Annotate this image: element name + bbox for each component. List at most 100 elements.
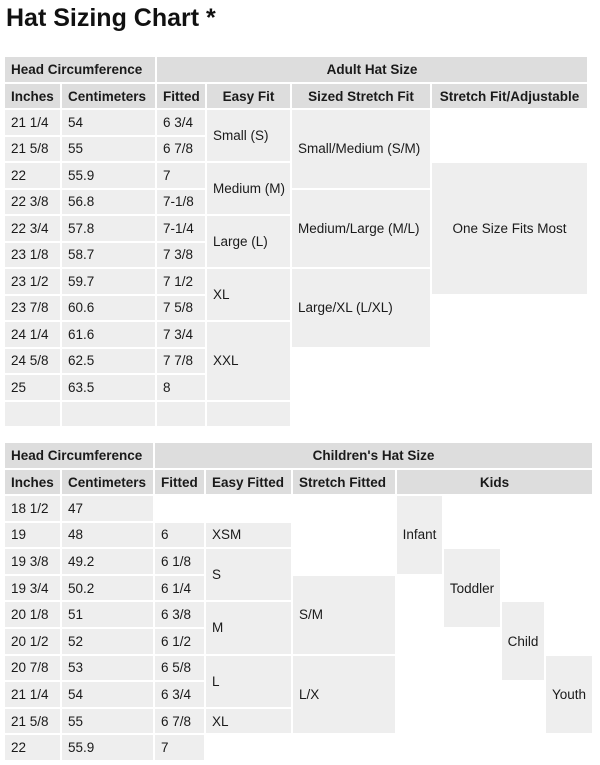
cell-inches: 21 5/8 <box>5 708 60 734</box>
cell-fitted: 7 <box>157 163 205 188</box>
cell-inches: 25 <box>5 375 60 400</box>
cell-inches: 20 7/8 <box>5 655 60 681</box>
cell-fitted: 7 <box>155 735 204 760</box>
col-stretch-fitted: Stretch Fitted <box>293 470 395 494</box>
adult-size-table: Head Circumference Adult Hat Size Inches… <box>5 57 587 426</box>
cell-kids-infant: Infant <box>397 496 442 574</box>
cell-fitted: 6 1/8 <box>155 549 204 574</box>
cell-fitted: 6 3/4 <box>155 682 204 707</box>
cell-cm: 62.5 <box>62 348 155 373</box>
cell-cm: 59.7 <box>62 269 155 294</box>
cell-cm: 53 <box>62 655 153 681</box>
cell-easy-fit: Small (S) <box>207 110 290 161</box>
cell-fitted: 6 <box>155 522 204 548</box>
cell-kids-youth: Youth <box>546 655 592 734</box>
cell-inches: 18 1/2 <box>5 496 60 521</box>
cell-cm: 55.9 <box>62 735 153 760</box>
cell-cm: 50.2 <box>62 575 153 601</box>
cell-fitted: 7 3/8 <box>157 242 205 267</box>
cell-stretch-fitted: S/M <box>293 575 395 654</box>
col-centimeters: Centimeters <box>62 470 153 494</box>
cell-fitted: 7 1/2 <box>157 269 205 294</box>
cell-cm: 47 <box>62 496 153 521</box>
page-title: Hat Sizing Chart * <box>6 4 216 32</box>
col-inches: Inches <box>5 470 60 494</box>
cell-kids-child: Child <box>502 602 544 681</box>
cell-fitted: 7-1/4 <box>157 216 205 241</box>
cell-inches: 22 3/8 <box>5 189 60 214</box>
cell-sized-stretch: Large/XL (L/XL) <box>292 269 430 347</box>
cell-inches: 19 <box>5 522 60 548</box>
cell-fitted: 6 1/4 <box>155 575 204 601</box>
cell-fitted: 8 <box>157 375 205 400</box>
cell-empty <box>207 401 290 426</box>
cell-kids-toddler: Toddler <box>444 549 500 627</box>
cell-inches: 22 3/4 <box>5 216 60 241</box>
col-easy-fitted: Easy Fitted <box>206 470 291 494</box>
cell-fitted: 7 5/8 <box>157 295 205 320</box>
cell-cm: 61.6 <box>62 322 155 347</box>
cell-inches: 23 7/8 <box>5 295 60 320</box>
cell-cm: 49.2 <box>62 549 153 574</box>
cell-inches: 23 1/2 <box>5 269 60 294</box>
cell-cm: 54 <box>62 110 155 135</box>
header-adult-hat-size: Adult Hat Size <box>157 57 587 82</box>
cell-cm: 48 <box>62 522 153 548</box>
cell-easy-fitted: XL <box>206 708 291 734</box>
cell-cm: 60.6 <box>62 295 155 320</box>
cell-empty <box>62 401 155 426</box>
col-easy-fit: Easy Fit <box>207 84 290 108</box>
cell-cm: 55.9 <box>62 163 155 188</box>
col-fitted: Fitted <box>155 470 204 494</box>
cell-easy-fit: Medium (M) <box>207 163 290 214</box>
cell-cm: 58.7 <box>62 242 155 267</box>
cell-empty <box>5 401 60 426</box>
cell-cm: 63.5 <box>62 375 155 400</box>
cell-fitted: 7-1/8 <box>157 189 205 214</box>
cell-cm: 54 <box>62 682 153 707</box>
cell-inches: 21 1/4 <box>5 110 60 135</box>
cell-inches: 21 5/8 <box>5 136 60 161</box>
cell-fitted: 6 1/2 <box>155 628 204 654</box>
col-fitted: Fitted <box>157 84 205 108</box>
cell-easy-fit: XXL <box>207 322 290 400</box>
cell-stretch-fitted: L/X <box>293 655 395 734</box>
col-inches: Inches <box>5 84 60 108</box>
cell-easy-fitted: S <box>206 549 291 601</box>
cell-inches: 20 1/2 <box>5 628 60 654</box>
cell-inches: 22 <box>5 163 60 188</box>
header-childrens-hat-size: Children's Hat Size <box>155 443 592 468</box>
cell-easy-fitted: XSM <box>206 522 291 548</box>
cell-cm: 51 <box>62 602 153 627</box>
cell-cm: 55 <box>62 708 153 734</box>
cell-easy-fitted: L <box>206 655 291 707</box>
header-head-circumference: Head Circumference <box>5 57 155 82</box>
cell-cm: 57.8 <box>62 216 155 241</box>
cell-easy-fitted: M <box>206 602 291 654</box>
cell-fitted: 6 3/4 <box>157 110 205 135</box>
cell-sized-stretch: Small/Medium (S/M) <box>292 110 430 188</box>
cell-inches: 19 3/8 <box>5 549 60 574</box>
cell-fitted: 7 3/4 <box>157 322 205 347</box>
cell-empty <box>157 401 205 426</box>
cell-fitted: 7 7/8 <box>157 348 205 373</box>
col-kids: Kids <box>397 470 592 494</box>
col-stretch-fit-adjustable: Stretch Fit/Adjustable <box>432 84 587 108</box>
col-sized-stretch-fit: Sized Stretch Fit <box>292 84 430 108</box>
cell-inches: 20 1/8 <box>5 602 60 627</box>
col-centimeters: Centimeters <box>62 84 155 108</box>
cell-fitted: 6 7/8 <box>155 708 204 734</box>
cell-easy-fit: XL <box>207 269 290 320</box>
cell-inches: 23 1/8 <box>5 242 60 267</box>
cell-easy-fit: Large (L) <box>207 216 290 267</box>
cell-inches: 21 1/4 <box>5 682 60 707</box>
header-head-circumference: Head Circumference <box>5 443 153 468</box>
cell-cm: 55 <box>62 136 155 161</box>
cell-inches: 22 <box>5 735 60 760</box>
cell-sized-stretch: Medium/Large (M/L) <box>292 189 430 267</box>
cell-inches: 24 5/8 <box>5 348 60 373</box>
cell-fitted: 6 3/8 <box>155 602 204 627</box>
cell-stretch-adjustable: One Size Fits Most <box>432 163 587 294</box>
cell-inches: 24 1/4 <box>5 322 60 347</box>
cell-cm: 56.8 <box>62 189 155 214</box>
